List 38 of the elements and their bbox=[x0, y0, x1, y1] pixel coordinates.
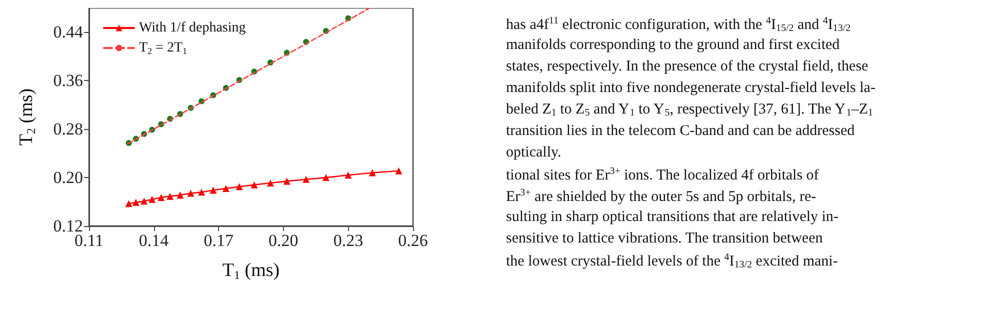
point bbox=[302, 176, 310, 183]
point bbox=[166, 192, 174, 200]
point bbox=[176, 192, 184, 199]
point bbox=[198, 188, 206, 196]
x-tick-label: 0.17 bbox=[204, 231, 234, 250]
text: manifolds split into five nondegenerate crystal-field levels la- bbox=[506, 80, 876, 96]
point bbox=[140, 198, 148, 205]
point bbox=[222, 184, 230, 192]
y-tick-label: 0.28 bbox=[53, 120, 83, 139]
y-tick-label: 0.44 bbox=[53, 22, 84, 42]
x-tick-label: 0.26 bbox=[398, 231, 428, 250]
point bbox=[125, 200, 132, 208]
x-tick-label: 0.14 bbox=[138, 231, 170, 250]
point bbox=[283, 178, 290, 185]
point bbox=[187, 190, 194, 197]
point bbox=[210, 186, 217, 194]
point bbox=[368, 169, 376, 176]
point bbox=[148, 196, 156, 203]
point bbox=[395, 167, 402, 174]
text: transition lies in the telecom C-band and can be addressed bbox=[506, 123, 856, 139]
point bbox=[266, 180, 274, 187]
point bbox=[158, 194, 165, 202]
y-tick-label: 0.20 bbox=[53, 168, 83, 188]
x-tick-label: 0.20 bbox=[268, 231, 298, 250]
y-tick-label: 0.36 bbox=[53, 71, 83, 90]
point bbox=[132, 198, 140, 206]
text: manifolds corresponding to the ground and first excited bbox=[506, 37, 840, 53]
text: states, respectively. In the presence of the crystal field, these bbox=[506, 58, 869, 74]
point bbox=[236, 183, 243, 190]
y-axis-title: T2 (ms) bbox=[16, 88, 38, 146]
point bbox=[322, 174, 330, 182]
point bbox=[250, 181, 258, 188]
text: optically. bbox=[506, 144, 562, 160]
legend-label: With 1/f dephasing bbox=[139, 20, 246, 36]
point bbox=[344, 172, 352, 179]
text: sulting in sharp optical transitions that are relatively in- bbox=[506, 209, 838, 225]
x-tick-label: 0.23 bbox=[333, 231, 364, 250]
text: sensitive to lattice vibrations. The transition between bbox=[506, 230, 824, 246]
